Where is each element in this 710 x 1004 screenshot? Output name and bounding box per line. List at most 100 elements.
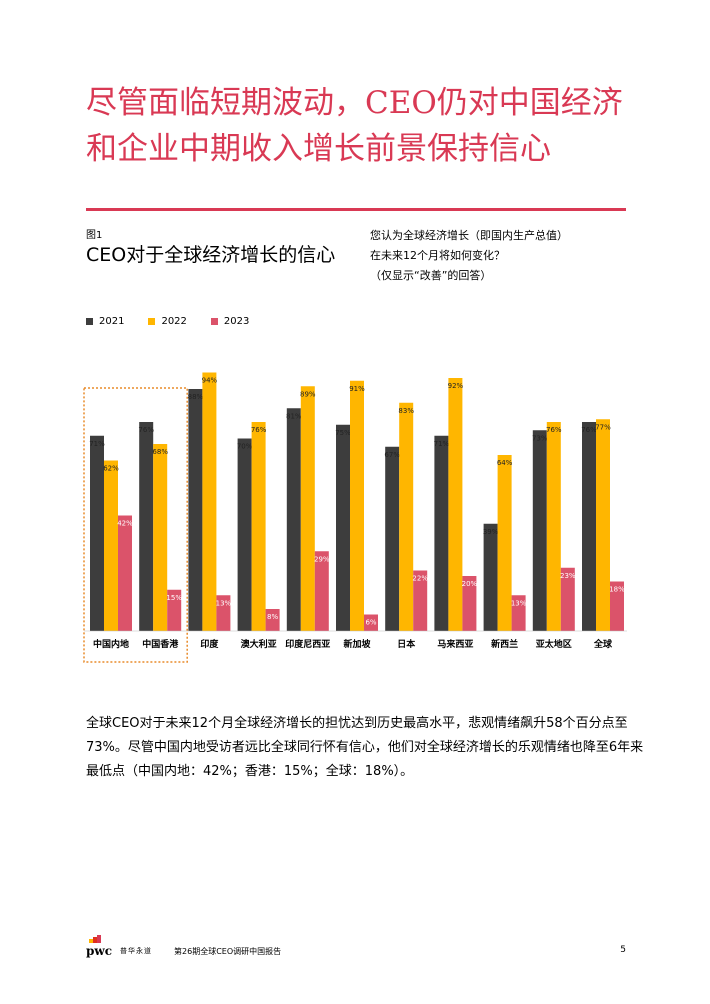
bar-2022: [153, 444, 168, 631]
bar-2022: [448, 378, 463, 631]
data-label-2023: 13%: [216, 599, 232, 607]
category-label: 印度尼西亚: [285, 638, 330, 650]
bar-2023: [118, 515, 132, 631]
category-label: 中国内地: [93, 638, 129, 650]
category-label: 印度: [200, 638, 219, 650]
category-label: 马来西亚: [437, 638, 473, 650]
bar-2022: [202, 372, 217, 631]
legend-swatch-2023: [210, 318, 218, 325]
highlight-box: [83, 387, 188, 663]
category-label: 新加坡: [343, 638, 371, 650]
report-title: 第26期全球CEO调研中国报告: [174, 946, 282, 956]
category-label: 澳大利亚: [241, 638, 277, 650]
data-label-2021: 73%: [532, 434, 548, 442]
bar-2022: [399, 402, 414, 631]
category-label: 亚太地区: [536, 638, 572, 650]
pwc-blocks-icon: [89, 935, 105, 943]
legend-label-2022: 2022: [161, 316, 187, 327]
data-label-2023: 42%: [117, 520, 133, 528]
question-line-3: （仅显示“改善”的回答）: [370, 269, 492, 282]
data-label-2021: 75%: [335, 429, 351, 437]
data-label-2023: 18%: [609, 586, 625, 594]
question-line-2: 在未来12个月将如何变化？: [370, 249, 505, 262]
data-label-2023: 15%: [166, 594, 182, 602]
bar-2023: [265, 609, 280, 631]
data-label-2022: 76%: [251, 426, 267, 434]
data-label-2023: 13%: [511, 599, 527, 607]
data-label-2021: 71%: [434, 440, 450, 448]
bar-2021: [532, 430, 547, 631]
data-label-2022: 91%: [349, 385, 365, 393]
body-paragraph: 全球CEO对于未来12个月全球经济增长的担忧达到历史最高水平，悲观情绪飙升58个…: [86, 716, 644, 779]
data-label-2022: 94%: [202, 377, 218, 385]
figure-title: CEO对于全球经济增长的信心: [86, 244, 336, 266]
page-footer: pwc 普华永道 第26期全球CEO调研中国报告 5: [86, 935, 626, 961]
legend-label-2023: 2023: [223, 316, 250, 327]
bar-2023: [314, 551, 329, 631]
bar-2022: [596, 419, 610, 631]
data-label-2021: 39%: [483, 528, 499, 536]
data-label-2021: 88%: [188, 393, 204, 401]
bar-2021: [139, 422, 154, 631]
bar-2021: [434, 435, 449, 631]
bar-2023: [610, 581, 624, 631]
data-label-2023: 20%: [462, 580, 478, 588]
bar-chart: 71% 62% 42% 中国内地 76% 68% 15% 中国香港 88% 94% 13% 印度 70%…: [83, 372, 627, 663]
bar-2021: [582, 422, 596, 631]
pwc-logo: pwc 普华永道: [86, 935, 153, 958]
data-label-2021: 76%: [581, 426, 597, 434]
bar-2022: [497, 455, 512, 631]
data-label-2023: 23%: [560, 572, 576, 580]
bar-2021: [483, 523, 498, 631]
data-label-2022: 64%: [497, 459, 513, 467]
survey-question: 您认为全球经济增长（即国内生产总值） 在未来12个月将如何变化？ （仅显示“改善…: [370, 226, 630, 286]
question-line-1: 您认为全球经济增长（即国内生产总值）: [370, 229, 568, 242]
bar-2022: [350, 380, 364, 631]
data-label-2022: 77%: [595, 423, 611, 431]
data-label-2021: 76%: [138, 426, 154, 434]
pwc-brand-text: pwc: [86, 944, 113, 958]
data-label-2023: 22%: [412, 575, 428, 583]
data-label-2023: 29%: [314, 555, 330, 563]
bar-2022: [546, 422, 561, 631]
bar-2023: [560, 567, 575, 631]
data-label-2022: 76%: [546, 426, 562, 434]
legend-item-2023: 2023: [210, 316, 250, 327]
data-label-2023: 6%: [365, 619, 376, 627]
bar-2021: [188, 389, 203, 631]
legend-item-2022: 2022: [148, 316, 187, 327]
data-label-2022: 68%: [152, 448, 168, 456]
category-label: 新西兰: [491, 638, 518, 650]
category-label: 中国香港: [142, 638, 179, 650]
bar-2023: [511, 595, 526, 631]
category-label: 日本: [397, 638, 416, 650]
data-label-2021: 81%: [286, 412, 302, 420]
bar-2021: [237, 438, 252, 631]
legend-swatch-2022: [148, 318, 156, 325]
bar-2021: [90, 435, 104, 631]
bar-2023: [216, 595, 231, 631]
data-label-2023: 8%: [267, 613, 278, 621]
bar-2022: [104, 460, 118, 631]
data-label-2021: 71%: [89, 440, 105, 448]
data-label-2021: 67%: [384, 451, 400, 459]
data-label-2022: 83%: [398, 407, 414, 415]
pwc-brand-cn: 普华永道: [120, 947, 153, 955]
legend-label-2021: 2021: [99, 316, 125, 327]
bar-2023: [364, 614, 378, 631]
bar-2023: [413, 570, 428, 631]
data-label-2021: 70%: [237, 443, 253, 451]
page-number: 5: [620, 945, 626, 955]
data-label-2022: 62%: [103, 465, 119, 473]
bar-2023: [462, 576, 477, 631]
legend-item-2021: 2021: [86, 316, 124, 327]
bar-2021: [385, 446, 400, 631]
legend-swatch-2021: [86, 318, 93, 325]
chart-legend: 2021 2022 2023: [86, 316, 249, 327]
category-label: 全球: [593, 638, 613, 650]
bar-2021: [286, 408, 301, 631]
bar-2021: [336, 424, 350, 631]
bar-2022: [251, 422, 266, 631]
bar-2022: [300, 386, 315, 631]
figure-label: 图1: [86, 230, 103, 241]
